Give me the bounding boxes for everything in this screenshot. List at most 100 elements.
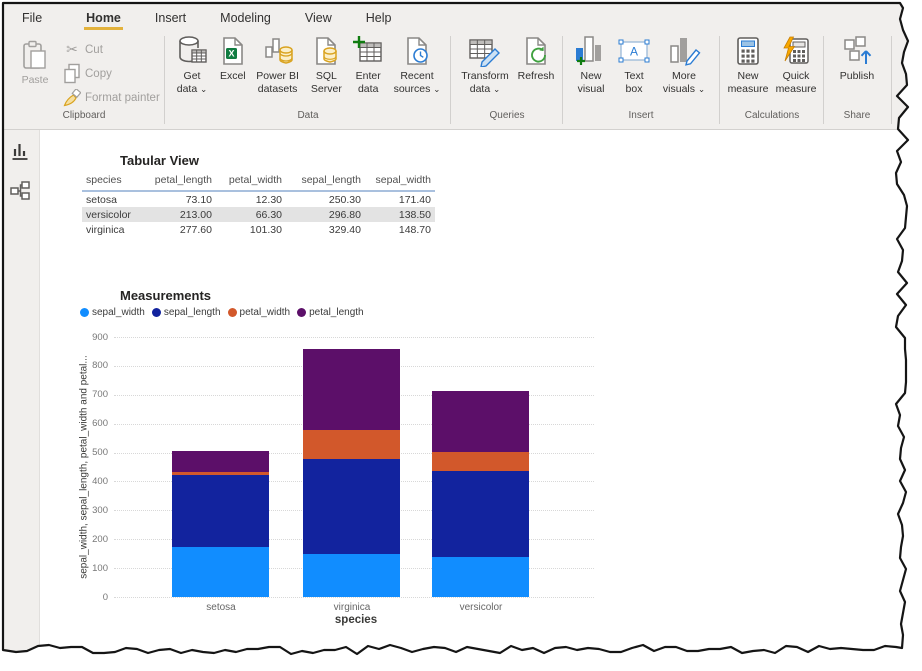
chevron-down-icon: ⌄	[200, 83, 208, 94]
copy-icon	[62, 63, 82, 85]
ribbon-group-label-calculations: Calculations	[744, 110, 800, 121]
new-visual-button[interactable]: New visual	[568, 32, 614, 95]
refresh-button[interactable]: Refresh	[514, 32, 558, 83]
chevron-down-icon: ⌄	[433, 83, 441, 94]
text-box-button[interactable]: A Text box	[614, 32, 654, 95]
tab-file[interactable]: File	[22, 11, 43, 25]
bar-segment-petal_length-virginica[interactable]	[303, 349, 400, 430]
group-separator	[562, 36, 563, 124]
menu-tab-bar: File Home Insert Modeling View Help	[20, 5, 423, 31]
group-separator	[823, 36, 824, 124]
column-header-species[interactable]: species	[82, 172, 148, 192]
bar-segment-petal_length-versicolor[interactable]	[432, 390, 529, 453]
excel-button[interactable]: X Excel	[215, 32, 251, 83]
cut-button: ✂ Cut	[62, 38, 103, 61]
table-cell: 101.30	[249, 223, 282, 236]
table-row-virginica[interactable]: virginica 277.60 101.30 329.40 148.70	[82, 222, 435, 237]
tab-help[interactable]: Help	[365, 11, 392, 25]
legend-item-sepal_width[interactable]: sepal_width	[80, 307, 145, 318]
bar-segment-sepal_length-setosa[interactable]	[172, 475, 269, 548]
get-data-button[interactable]: Get data ⌄	[170, 32, 214, 95]
enter-data-icon	[351, 32, 385, 70]
bar-segment-petal_width-virginica[interactable]	[303, 429, 400, 459]
tab-modeling[interactable]: Modeling	[220, 11, 271, 25]
transform-data-button[interactable]: Transform data ⌄	[456, 32, 514, 95]
paste-button: Paste	[12, 36, 58, 87]
bar-segment-petal_width-versicolor[interactable]	[432, 452, 529, 472]
legend-label: petal_width	[239, 307, 291, 318]
bar-segment-petal_width-setosa[interactable]	[172, 471, 269, 476]
x-category-label-versicolor: versicolor	[459, 602, 503, 613]
table-cell: 73.10	[185, 193, 212, 206]
column-header-sepal_width[interactable]: sepal_width	[365, 172, 435, 192]
power-bi-datasets-button[interactable]: Power BI datasets	[252, 32, 304, 95]
ribbon: File Home Insert Modeling View Help Clipboard…	[3, 3, 908, 130]
get-data-icon	[175, 32, 209, 70]
group-separator	[891, 36, 892, 124]
legend-item-sepal_length[interactable]: sepal_length	[151, 307, 221, 318]
table-row-versicolor[interactable]: versicolor 213.00 66.30 296.80 138.50	[82, 207, 435, 222]
table-visual-title: Tabular View	[120, 153, 199, 168]
legend-label: petal_length	[309, 307, 364, 318]
table-cell: 66.30	[216, 207, 286, 222]
bar-segment-sepal_width-setosa[interactable]	[172, 547, 269, 597]
publish-button[interactable]: Publish	[826, 32, 888, 83]
table-cell: versicolor	[82, 207, 148, 222]
more-visuals-icon	[667, 32, 701, 70]
publish-icon	[840, 32, 874, 70]
column-header-petal_length[interactable]: petal_length	[148, 172, 216, 192]
ribbon-group-queries: Transform data ⌄ Refresh	[456, 32, 558, 110]
report-view-icon	[9, 140, 31, 167]
model-view-icon	[9, 180, 31, 207]
sidebar-item-report-view[interactable]	[3, 136, 39, 170]
column-header-petal_width[interactable]: petal_width	[216, 172, 286, 192]
enter-data-button[interactable]: Enter data	[349, 32, 387, 95]
view-sidebar	[3, 130, 40, 654]
new-measure-button[interactable]: New measure	[724, 32, 772, 95]
x-category-label-virginica: virginica	[333, 602, 371, 613]
new-measure-icon	[733, 32, 763, 70]
chart-legend: sepal_width sepal_length petal_width petal_…	[80, 307, 371, 318]
bar-segment-sepal_width-versicolor[interactable]	[432, 556, 529, 597]
ribbon-group-data: Get data ⌄ X Excel Power BI datasets SQL Server…	[170, 32, 446, 110]
sql-server-icon	[310, 32, 342, 70]
sidebar-item-model-view[interactable]	[3, 176, 39, 210]
tab-home[interactable]: Home	[84, 7, 123, 30]
legend-item-petal_width[interactable]: petal_width	[227, 307, 291, 318]
bar-segment-sepal_length-versicolor[interactable]	[432, 471, 529, 557]
table-cell: 329.40	[328, 223, 361, 236]
bar-segment-petal_length-setosa[interactable]	[172, 450, 269, 472]
recent-sources-icon	[401, 32, 433, 70]
more-visuals-button[interactable]: More visuals ⌄	[654, 32, 714, 95]
ribbon-group-share: Publish	[826, 32, 888, 110]
legend-item-petal_length[interactable]: petal_length	[297, 307, 364, 318]
svg-text:A: A	[630, 45, 638, 59]
ribbon-group-calculations: New measure Quick measure	[724, 32, 820, 110]
ribbon-group-label-insert: Insert	[628, 110, 654, 121]
table-cell: setosa	[86, 193, 117, 206]
tab-view[interactable]: View	[304, 11, 332, 25]
x-axis-title: species	[334, 614, 378, 626]
group-separator	[164, 36, 165, 124]
bar-segment-sepal_length-virginica[interactable]	[303, 458, 400, 555]
x-category-label-setosa: setosa	[206, 602, 236, 613]
table-cell: 277.60	[179, 223, 212, 236]
column-header-sepal_length[interactable]: sepal_length	[286, 172, 365, 192]
format-painter-button: Format painter	[62, 86, 160, 109]
quick-measure-button[interactable]: Quick measure	[772, 32, 820, 95]
cut-icon: ✂	[66, 41, 78, 57]
format-painter-icon	[62, 88, 82, 107]
ribbon-group-label-share: Share	[843, 110, 871, 121]
bar-segment-sepal_width-virginica[interactable]	[303, 554, 400, 597]
recent-sources-button[interactable]: Recent sources ⌄	[388, 32, 446, 95]
legend-label: sepal_length	[163, 307, 221, 318]
tab-insert[interactable]: Insert	[154, 11, 187, 25]
sql-server-button[interactable]: SQL Server	[304, 32, 348, 95]
table-header-row: species petal_length petal_width sepal_leng…	[82, 172, 435, 192]
legend-dot-icon	[297, 308, 307, 317]
chevron-down-icon: ⌄	[697, 83, 706, 94]
table-row-setosa[interactable]: setosa 73.10 12.30 250.30 171.40	[82, 191, 435, 207]
selected-indicator	[3, 138, 4, 166]
paste-icon	[20, 36, 50, 74]
